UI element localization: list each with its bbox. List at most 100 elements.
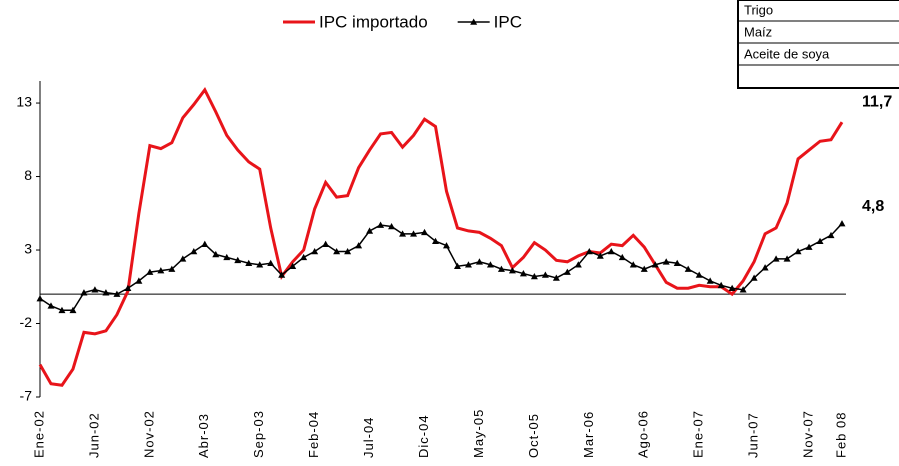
marker	[234, 256, 242, 264]
x-tick-label: Feb-04	[306, 411, 321, 458]
x-tick-label: Abr-03	[196, 413, 211, 458]
marker	[69, 306, 77, 314]
marker	[816, 237, 824, 245]
marker	[245, 259, 253, 267]
marker	[607, 247, 615, 255]
marker	[662, 258, 670, 265]
marker	[651, 261, 659, 268]
marker	[475, 258, 483, 265]
marker	[190, 247, 198, 255]
marker	[47, 302, 55, 309]
x-tick-label: Ene-02	[31, 410, 46, 458]
marker	[838, 220, 846, 227]
marker	[410, 230, 418, 237]
legend-label: IPC	[494, 12, 522, 31]
marker	[585, 247, 593, 255]
x-tick-label: Dic-04	[416, 414, 431, 458]
marker	[552, 274, 560, 281]
marker	[399, 230, 407, 237]
x-tick-label: Sep-03	[251, 410, 266, 458]
marker	[168, 265, 176, 272]
marker	[256, 261, 264, 268]
marker	[113, 290, 121, 297]
legend-label: IPC importado	[319, 12, 428, 31]
marker	[453, 262, 461, 269]
marker	[344, 247, 352, 255]
marker	[58, 306, 66, 314]
x-tick-label: Oct-05	[526, 413, 541, 458]
marker	[267, 259, 275, 267]
marker	[541, 271, 549, 278]
marker	[179, 255, 187, 262]
marker	[695, 271, 703, 278]
marker	[366, 227, 374, 234]
marker	[80, 289, 88, 296]
annotation: 11,7	[862, 93, 892, 110]
marker	[212, 250, 220, 258]
marker	[805, 243, 813, 250]
marker	[596, 252, 604, 259]
marker	[574, 261, 582, 268]
marker	[322, 240, 330, 247]
marker	[486, 261, 494, 268]
marker	[201, 240, 209, 247]
x-tick-label: Ago-06	[636, 410, 651, 458]
marker	[673, 259, 681, 267]
marker	[640, 265, 648, 272]
x-tick-label: Jun-02	[86, 412, 101, 458]
series-line	[38, 86, 844, 387]
annotation: 4,8	[862, 198, 884, 215]
x-tick-label: May-05	[471, 409, 486, 458]
marker	[684, 265, 692, 272]
marker	[388, 223, 396, 230]
table-cell: Trigo	[744, 2, 773, 17]
marker	[124, 284, 132, 292]
marker	[91, 286, 99, 293]
x-tick-label: Mar-06	[581, 411, 596, 458]
marker	[36, 295, 44, 302]
y-tick-label: 3	[24, 241, 32, 257]
marker	[377, 221, 385, 228]
marker	[750, 274, 758, 281]
marker	[421, 228, 429, 236]
marker	[717, 281, 725, 289]
table-cell: Aceite de soya	[744, 46, 830, 61]
x-tick-label: Nov-02	[141, 410, 156, 458]
marker	[432, 237, 440, 245]
x-tick-label: Jul-04	[361, 417, 376, 458]
marker	[739, 286, 747, 293]
marker	[135, 277, 143, 284]
marker	[728, 284, 736, 292]
marker	[300, 253, 308, 261]
marker	[519, 270, 527, 277]
y-tick-label: -7	[20, 388, 33, 404]
x-tick-label: Feb 08	[833, 412, 848, 458]
legend-marker	[470, 18, 478, 25]
marker	[333, 247, 341, 255]
marker	[102, 289, 110, 296]
table-cell: Maíz	[744, 24, 772, 39]
series-line	[39, 223, 843, 312]
marker	[289, 262, 297, 269]
marker	[706, 277, 714, 284]
marker	[464, 261, 472, 268]
marker	[442, 242, 450, 249]
marker	[278, 271, 286, 278]
marker	[794, 247, 802, 255]
marker	[311, 247, 319, 255]
marker	[223, 253, 231, 261]
marker	[563, 268, 571, 275]
marker	[629, 261, 637, 268]
marker	[618, 253, 626, 261]
marker	[497, 265, 505, 272]
marker	[355, 242, 363, 249]
marker	[508, 267, 516, 274]
marker	[530, 272, 538, 280]
marker	[761, 264, 769, 271]
table-border	[737, 0, 899, 89]
marker	[157, 267, 165, 274]
y-tick-label: 13	[16, 94, 32, 110]
table: Trigo Maíz Aceite de soya	[737, 0, 899, 89]
